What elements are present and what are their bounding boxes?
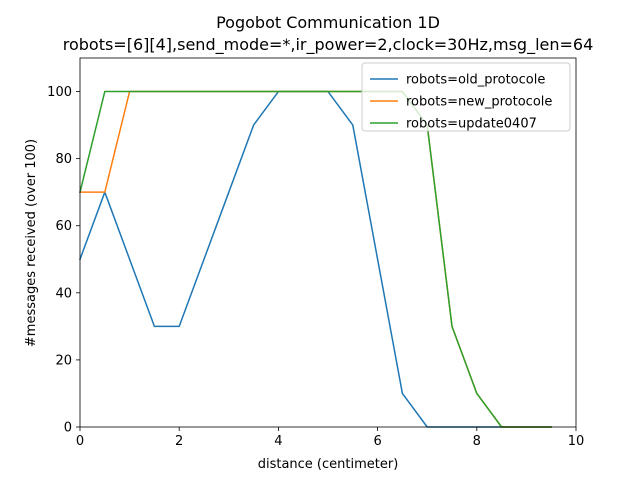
chart-title: Pogobot Communication 1D: [216, 13, 440, 32]
y-tick-label: 100: [47, 85, 72, 100]
x-tick-label: 0: [76, 434, 84, 449]
x-tick-label: 2: [175, 434, 183, 449]
chart-subtitle: robots=[6][4],send_mode=*,ir_power=2,clo…: [63, 35, 594, 55]
legend-label-0: robots=old_protocole: [406, 73, 545, 88]
series-line-2: [79, 90, 552, 428]
y-tick-label: 80: [55, 152, 72, 167]
legend-label-1: robots=new_protocole: [406, 95, 552, 110]
x-tick-label: 10: [568, 434, 585, 449]
x-tick-label: 4: [274, 434, 282, 449]
x-tick-label: 6: [373, 434, 381, 449]
legend-label-2: robots=update0407: [406, 117, 537, 132]
legend: robots=old_protocole robots=new_protocole…: [361, 62, 571, 132]
x-axis-label: distance (centimeter): [258, 457, 399, 472]
x-tick-label: 8: [473, 434, 481, 449]
series-line-1: [79, 90, 552, 428]
y-tick-label: 20: [55, 353, 72, 368]
legend-box: [361, 62, 571, 132]
plot-frame: [79, 57, 577, 428]
series-layer: [79, 90, 552, 428]
y-tick-label: 40: [55, 286, 72, 301]
y-tick-label: 60: [55, 219, 72, 234]
series-line-0: [79, 90, 552, 428]
y-axis-label: #messages received (over 100): [24, 139, 39, 347]
y-tick-label: 0: [64, 421, 72, 436]
